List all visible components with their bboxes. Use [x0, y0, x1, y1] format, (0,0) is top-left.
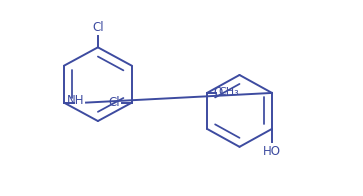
- Text: Cl: Cl: [108, 96, 120, 109]
- Text: HO: HO: [263, 144, 281, 158]
- Text: NH: NH: [67, 94, 85, 107]
- Text: Cl: Cl: [92, 21, 104, 34]
- Text: CH₃: CH₃: [218, 87, 239, 97]
- Text: O: O: [213, 85, 222, 99]
